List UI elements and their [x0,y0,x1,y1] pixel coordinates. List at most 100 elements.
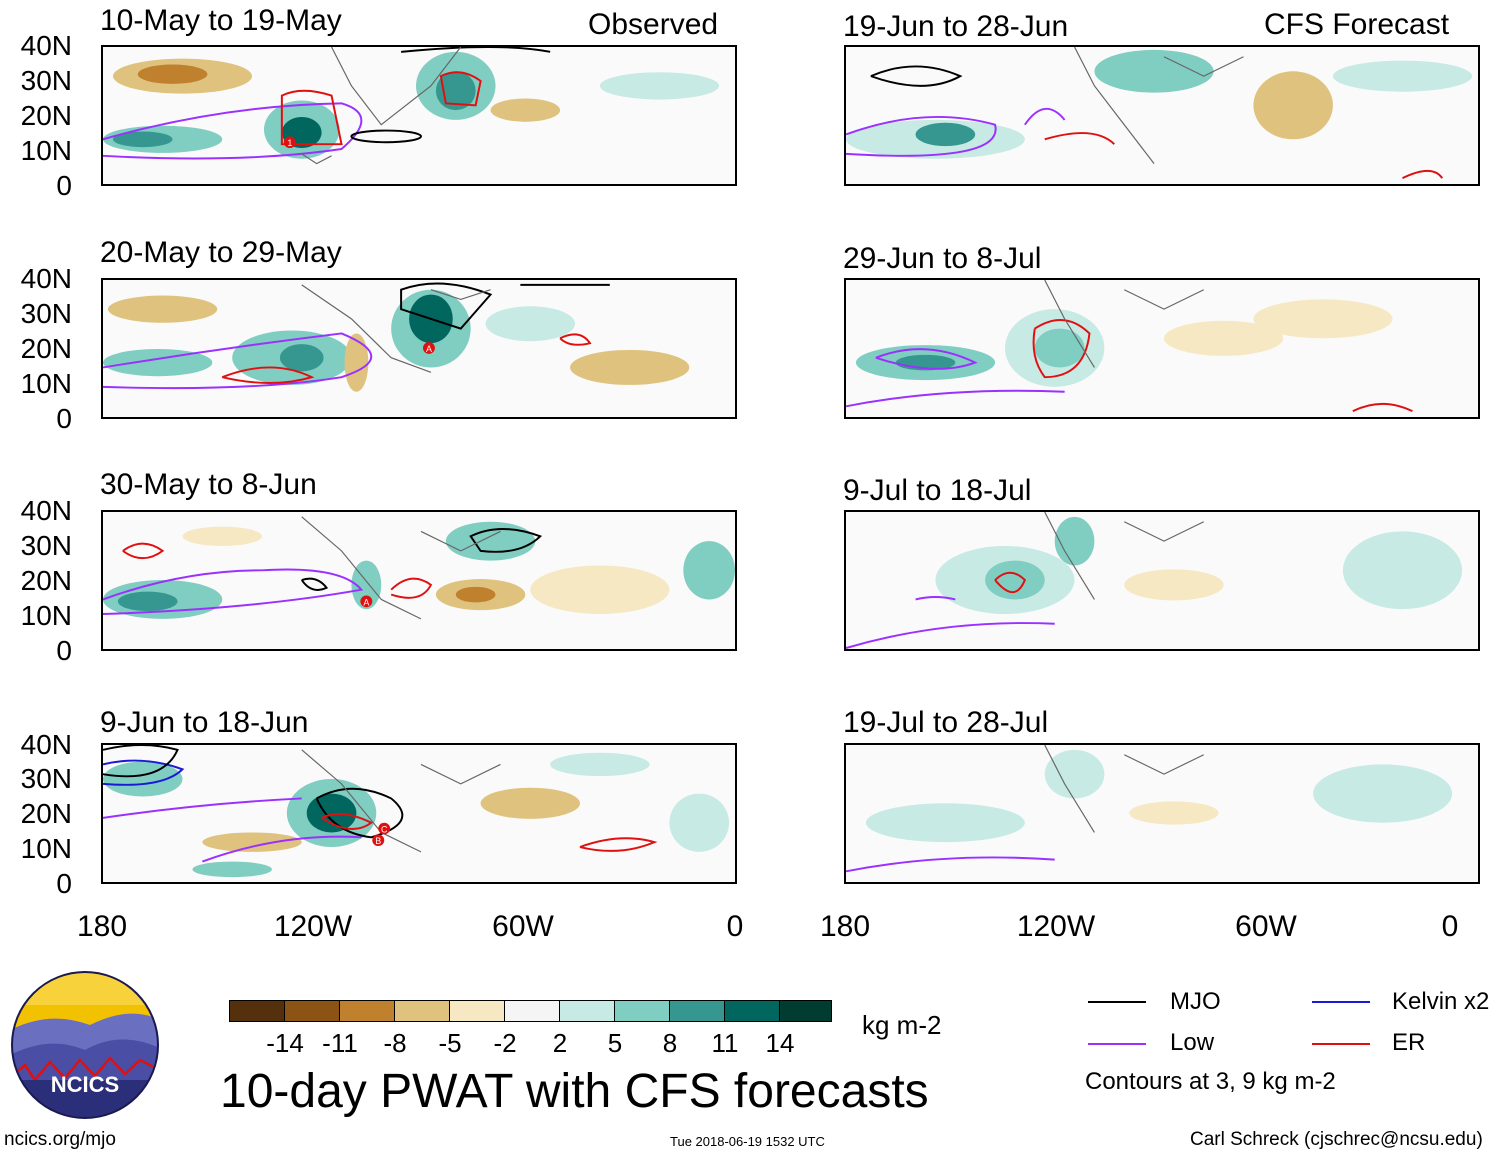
legend-line-er [1312,1043,1370,1045]
lon-label-180-right: 180 [819,910,871,943]
colorbar-cell [229,1000,285,1022]
panel-title-7: 9-Jul to 18-Jul [843,474,1032,507]
colorbar-label: -5 [438,1028,462,1058]
storm-marker-label: 1 [287,138,292,148]
lon-label-60w-left: 60W [492,910,554,943]
panel-title-1: 10-May to 19-May [100,4,342,37]
footer-timestamp: Tue 2018-06-19 1532 UTC [670,1134,825,1149]
lat-label: 40N [20,495,72,526]
panel-title-5: 19-Jun to 28-Jun [843,10,1069,43]
colorbar-cell [559,1000,615,1022]
pwat-map-7 [846,512,1463,649]
storm-marker [360,595,373,608]
colorbar-label: 5 [607,1028,623,1058]
map-panel-observed-3: A [101,510,737,651]
lat-label: 0 [56,635,72,666]
lon-label-180-left: 180 [76,910,128,943]
colorbar-cell [339,1000,395,1022]
legend-label-er: ER [1392,1029,1426,1056]
colorbar-label: 14 [765,1028,795,1058]
cfs-forecast-header: CFS Forecast [1264,8,1450,41]
colorbar-cell [449,1000,505,1022]
colorbar-label: -11 [322,1028,358,1058]
colorbar-cell [504,1000,560,1022]
pwat-map-2: A [103,282,690,392]
pwat-map-1: 1 [103,47,720,165]
lat-label: 20N [20,565,72,596]
pwat-map-4: C B [103,745,730,878]
lat-label: 20N [20,333,72,364]
colorbar-label: 11 [711,1028,739,1058]
observed-header: Observed [588,8,719,41]
pwat-map-8 [846,745,1453,873]
lon-label-60w-right: 60W [1235,910,1297,943]
colorbar-label: -2 [493,1028,517,1058]
colorbar [229,1000,832,1022]
colorbar-units: kg m-2 [862,1010,942,1040]
legend-label-kelvin: Kelvin x2 [1392,988,1490,1015]
storm-marker [283,136,296,149]
storm-marker-label: C [381,825,388,835]
lon-label-0-left: 0 [726,910,744,943]
colorbar-cell [394,1000,450,1022]
storm-marker-label: B [375,836,381,846]
legend-line-kelvin [1312,1001,1370,1003]
lat-label: 30N [20,763,72,794]
storm-marker-label: A [426,344,432,354]
pwat-map-3: A [103,516,735,620]
colorbar-cell [779,1000,832,1022]
storm-marker [378,822,391,835]
colorbar-label: 2 [552,1028,568,1058]
lat-label: 10N [20,600,72,631]
legend-line-mjo [1088,1001,1146,1003]
lat-label: 40N [20,729,72,760]
legend-line-low [1088,1043,1146,1045]
lat-label: 20N [20,798,72,829]
lon-label-0-right: 0 [1441,910,1459,943]
panel-title-3: 30-May to 8-Jun [100,468,317,501]
map-panel-observed-4: C B [101,743,737,884]
lat-label: 0 [56,170,72,201]
lat-label: 30N [20,65,72,96]
lon-label-120w-right: 120W [1016,910,1096,943]
lat-label: 30N [20,298,72,329]
pwat-map-5 [846,47,1473,180]
contour-note: Contours at 3, 9 kg m-2 [1085,1068,1336,1095]
main-title: 10-day PWAT with CFS forecasts [220,1065,929,1118]
map-panel-forecast-1 [844,45,1480,186]
colorbar-label: -14 [266,1028,304,1058]
storm-marker-label: A [363,597,369,607]
lat-label: 10N [20,833,72,864]
lat-label: 10N [20,368,72,399]
panel-title-8: 19-Jul to 28-Jul [843,706,1049,739]
ncics-logo-text: NCICS [51,1072,119,1097]
colorbar-label: 8 [662,1028,678,1058]
map-panel-forecast-2 [844,278,1480,419]
lon-label-120w-left: 120W [273,910,353,943]
lat-label: 40N [20,30,72,61]
lat-label: 0 [56,403,72,434]
lat-label: 20N [20,100,72,131]
map-panel-observed-2: A [101,278,737,419]
panel-title-2: 20-May to 29-May [100,236,342,269]
legend-label-low: Low [1170,1029,1215,1056]
colorbar-cell [669,1000,725,1022]
lat-label: 0 [56,868,72,899]
panel-title-6: 29-Jun to 8-Jul [843,242,1042,275]
map-panel-forecast-3 [844,510,1480,651]
pwat-map-6 [846,280,1413,413]
ncics-logo: NCICS [10,970,160,1120]
lat-label: 40N [20,263,72,294]
lat-label: 30N [20,530,72,561]
map-panel-forecast-4 [844,743,1480,884]
colorbar-label: -8 [383,1028,407,1058]
colorbar-cell [284,1000,340,1022]
panel-title-4: 9-Jun to 18-Jun [100,706,309,739]
map-panel-observed-1: 1 [101,45,737,186]
storm-marker [422,342,435,354]
legend-label-mjo: MJO [1170,988,1221,1015]
colorbar-cell [724,1000,780,1022]
footer-credit: Carl Schreck (cjschrec@ncsu.edu) [1190,1129,1483,1150]
footer-url[interactable]: ncics.org/mjo [4,1129,116,1150]
colorbar-cell [614,1000,670,1022]
